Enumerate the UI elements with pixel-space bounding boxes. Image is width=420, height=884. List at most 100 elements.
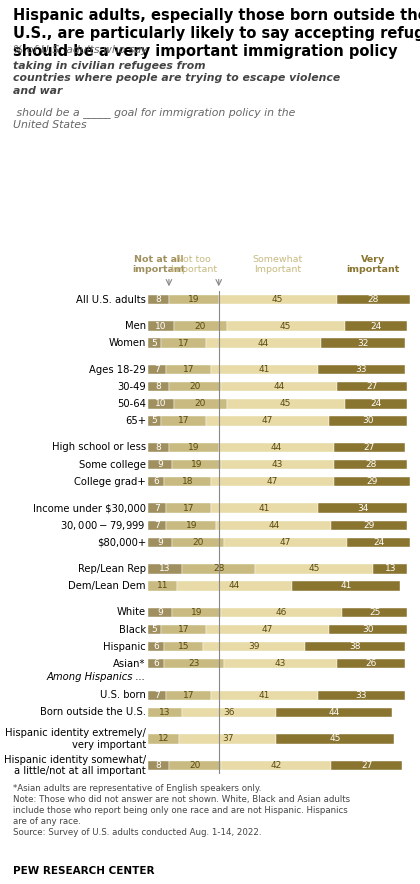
Text: 34: 34	[357, 504, 368, 513]
Bar	[329, 416, 407, 425]
Text: Men: Men	[125, 321, 146, 331]
Text: 38: 38	[349, 642, 361, 652]
Text: *Asian adults are representative of English speakers only.
Note: Those who did n: *Asian adults are representative of Engl…	[13, 784, 350, 837]
Text: 20: 20	[195, 400, 206, 408]
Bar	[148, 503, 166, 513]
Bar	[211, 477, 334, 486]
Bar	[344, 400, 407, 408]
Bar	[292, 581, 399, 591]
Text: 7: 7	[154, 521, 160, 530]
Bar	[179, 735, 276, 743]
Text: Women: Women	[108, 339, 146, 348]
Text: 11: 11	[157, 582, 168, 591]
Text: 8: 8	[155, 295, 161, 304]
Text: Income under $30,000: Income under $30,000	[33, 503, 146, 513]
Bar	[321, 339, 405, 347]
Bar	[221, 761, 331, 770]
Text: 30-49: 30-49	[117, 382, 146, 392]
Text: College grad+: College grad+	[74, 476, 146, 486]
Text: 13: 13	[159, 708, 171, 717]
Text: 46: 46	[276, 608, 287, 617]
Bar	[318, 503, 407, 513]
Bar	[164, 477, 211, 486]
Bar	[318, 365, 405, 374]
Bar	[219, 443, 334, 452]
Bar	[331, 761, 402, 770]
Text: U.S. born: U.S. born	[100, 690, 146, 700]
Text: $30,000-$79,999: $30,000-$79,999	[60, 519, 146, 532]
Text: 50-64: 50-64	[117, 399, 146, 408]
Bar	[337, 659, 405, 668]
Bar	[148, 400, 174, 408]
Text: 39: 39	[248, 642, 260, 652]
Text: 23: 23	[188, 659, 199, 668]
Text: 6: 6	[153, 477, 159, 486]
Bar	[255, 564, 373, 574]
Bar	[334, 477, 410, 486]
Bar	[305, 642, 405, 652]
Bar	[148, 564, 182, 574]
Bar	[161, 339, 206, 347]
Text: Very
important: Very important	[346, 255, 400, 274]
Text: 10: 10	[155, 322, 167, 331]
Text: 45: 45	[309, 564, 320, 574]
Text: Not at all
important: Not at all important	[132, 255, 185, 274]
Bar	[169, 382, 221, 392]
Bar	[174, 400, 227, 408]
Text: 41: 41	[259, 504, 270, 513]
Bar	[148, 735, 179, 743]
Text: 19: 19	[191, 460, 202, 469]
Text: 18: 18	[181, 477, 193, 486]
Text: 7: 7	[154, 691, 160, 700]
Text: 19: 19	[188, 295, 199, 304]
Text: 17: 17	[178, 416, 189, 425]
Text: 37: 37	[222, 735, 234, 743]
Text: 9: 9	[157, 537, 163, 547]
Text: 20: 20	[192, 537, 203, 547]
Text: 5: 5	[152, 339, 158, 347]
Bar	[206, 625, 329, 634]
Text: 5: 5	[152, 625, 158, 634]
Text: Hispanic identity somewhat/
a little/not at all important: Hispanic identity somewhat/ a little/not…	[4, 755, 146, 776]
Bar	[148, 690, 166, 700]
Bar	[148, 642, 164, 652]
Text: 47: 47	[262, 416, 273, 425]
Bar	[182, 564, 255, 574]
Text: 9: 9	[157, 460, 163, 469]
Text: 19: 19	[186, 521, 197, 530]
Text: 8: 8	[155, 382, 161, 392]
Bar	[148, 339, 161, 347]
Bar	[161, 416, 206, 425]
Text: 30: 30	[362, 625, 374, 634]
Text: 33: 33	[356, 691, 367, 700]
Bar	[148, 625, 161, 634]
Text: 24: 24	[373, 537, 384, 547]
Text: 45: 45	[280, 322, 291, 331]
Bar	[148, 443, 169, 452]
Text: 26: 26	[365, 659, 376, 668]
Bar	[211, 690, 318, 700]
Bar	[148, 521, 166, 530]
Bar	[318, 690, 405, 700]
Text: 20: 20	[195, 322, 206, 331]
Text: 45: 45	[272, 295, 284, 304]
Text: 25: 25	[369, 608, 381, 617]
Text: 17: 17	[183, 365, 194, 374]
Text: White: White	[117, 607, 146, 617]
Text: Born outside the U.S.: Born outside the U.S.	[40, 707, 146, 718]
Bar	[216, 521, 331, 530]
Bar	[344, 322, 407, 331]
Text: 41: 41	[259, 365, 270, 374]
Text: 6: 6	[153, 659, 159, 668]
Text: $80,000+: $80,000+	[97, 537, 146, 547]
Text: 47: 47	[267, 477, 278, 486]
Text: High school or less: High school or less	[52, 442, 146, 453]
Text: 24: 24	[370, 400, 381, 408]
Text: 17: 17	[183, 691, 194, 700]
Text: Hispanic identity extremely/
very important: Hispanic identity extremely/ very import…	[5, 728, 146, 750]
Bar	[169, 761, 221, 770]
Text: 43: 43	[272, 460, 284, 469]
Text: 41: 41	[259, 691, 270, 700]
Text: Not too
Important: Not too Important	[170, 255, 218, 274]
Bar	[148, 581, 177, 591]
